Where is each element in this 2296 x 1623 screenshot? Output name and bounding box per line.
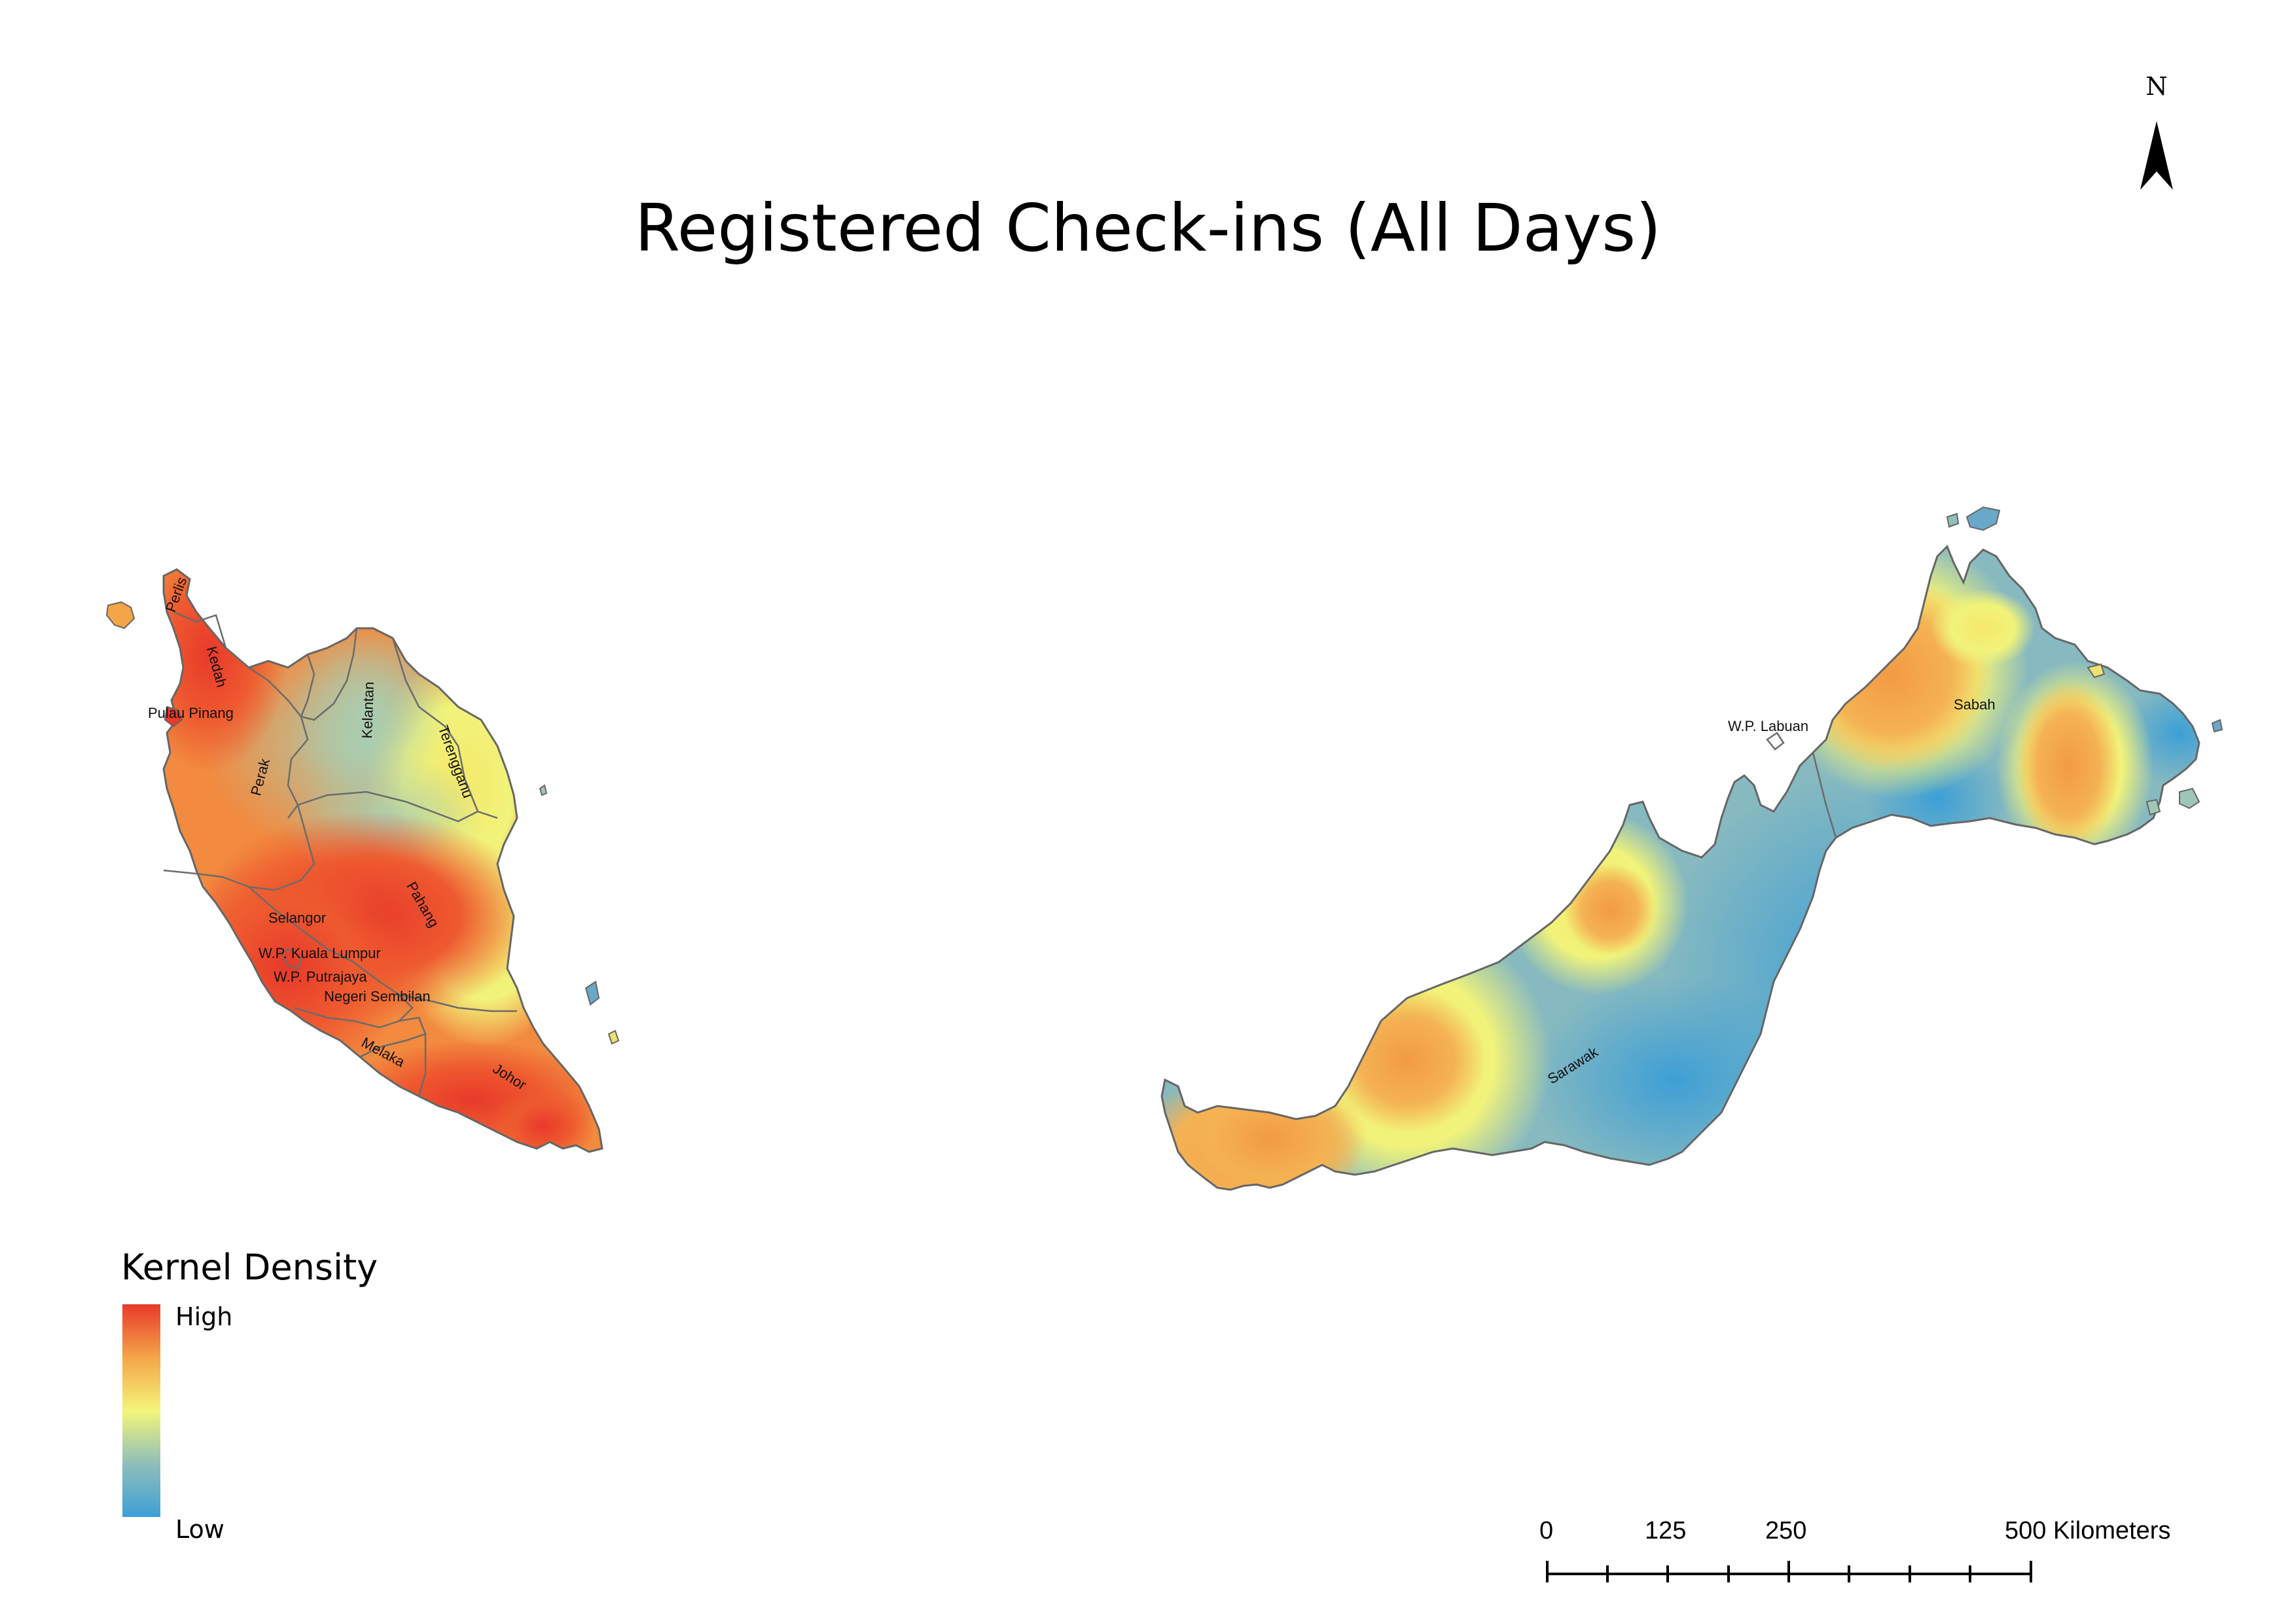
scale-label-500-km: 500 Kilometers bbox=[2005, 1517, 2171, 1544]
legend-title: Kernel Density bbox=[121, 1247, 378, 1288]
label-pulau-pinang: Pulau Pinang bbox=[148, 705, 234, 721]
label-kuala-lumpur: W.P. Kuala Lumpur bbox=[259, 945, 381, 961]
north-letter: N bbox=[2145, 72, 2168, 101]
north-arrow: N bbox=[2127, 72, 2186, 203]
label-kelantan: Kelantan bbox=[359, 681, 378, 739]
scale-label-0: 0 bbox=[1539, 1517, 1554, 1544]
scale-bar bbox=[1546, 1561, 2032, 1582]
legend-high-label: High bbox=[175, 1302, 233, 1331]
map-title: Registered Check-ins (All Days) bbox=[634, 190, 1662, 266]
label-labuan: W.P. Labuan bbox=[1728, 718, 1809, 734]
label-sabah: Sabah bbox=[1954, 696, 1996, 713]
scale-label-125: 125 bbox=[1645, 1517, 1687, 1544]
label-negeri-sembilan: Negeri Sembilan bbox=[324, 988, 431, 1005]
peninsular-density bbox=[105, 568, 620, 1153]
north-arrow-icon bbox=[2140, 121, 2173, 190]
borneo-density bbox=[1160, 506, 2223, 1191]
legend-low-label: Low bbox=[175, 1515, 224, 1544]
legend-color-ramp bbox=[122, 1304, 160, 1517]
label-selangor: Selangor bbox=[268, 910, 327, 926]
scale-label-250: 250 bbox=[1765, 1517, 1807, 1544]
label-putrajaya: W.P. Putrajaya bbox=[274, 969, 367, 985]
